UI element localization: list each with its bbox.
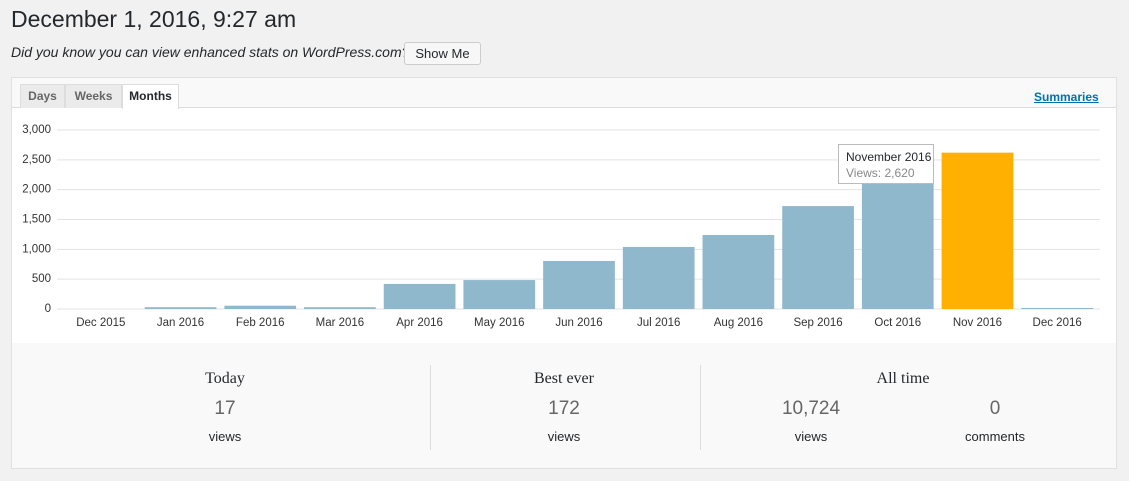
x-tick-label: Aug 2016 [714,317,763,329]
bar [622,246,695,309]
y-tick-label: 0 [45,303,51,315]
tab[interactable]: Weeks [65,84,122,108]
bar [543,260,615,309]
stat-label: Today [205,370,245,387]
stat-value: 0 [989,398,1001,419]
divider [700,365,701,450]
stat-value: 10,724 [781,398,841,419]
y-tick-label: 1,000 [22,243,51,255]
x-tick-label: Apr 2016 [396,317,443,329]
notice-text: Did you know you can view enhanced stats… [11,44,410,60]
bar [383,283,456,309]
stat-value: 172 [548,398,580,419]
x-tick-label: Dec 2016 [1033,317,1082,329]
y-tick-label: 3,000 [22,124,51,136]
x-tick-label: Jul 2016 [637,317,680,329]
bar [224,305,297,309]
tab-active[interactable]: Months [122,84,179,109]
x-tick-label: Sep 2016 [793,317,842,329]
x-tick-label: Oct 2016 [874,317,921,329]
stat-label: All time [876,370,930,387]
x-tick-label: Mar 2016 [316,317,365,329]
summaries-link[interactable]: Summaries [1034,90,1099,104]
stat-unit: views [208,429,242,444]
chart: 0 500 1,000 1,500 2,000 2,500 3,000 Dec 2015 Jan… [22,124,1100,329]
x-tick-label: Nov 2016 [953,317,1002,329]
bar [463,280,536,309]
tab[interactable]: Days [20,84,65,108]
tooltip-title: November 2016 [846,150,932,164]
stat-unit: views [794,429,828,444]
divider [430,365,431,450]
x-tick-label: May 2016 [474,317,525,329]
y-tick-label: 500 [32,273,51,285]
bar [861,180,934,309]
bar [941,152,1014,309]
stat-label: Best ever [534,370,594,387]
y-tick-label: 1,500 [22,214,51,226]
bar [702,235,775,309]
tooltip-text: Views: 2,620 [846,166,915,180]
stat-value: 17 [214,398,236,419]
bar [782,206,854,309]
y-tick-label: 2,000 [22,184,51,196]
y-tick-label: 2,500 [22,154,51,166]
bar [144,307,217,309]
x-tick-label: Dec 2015 [76,317,125,329]
page-title: December 1, 2016, 9:27 am [11,6,297,32]
stat-unit: comments [965,429,1025,444]
stat-unit: views [547,429,581,444]
x-tick-label: Jan 2016 [157,317,204,329]
tooltip: November 2016 Views: 2,620 [838,144,934,184]
bar [304,307,376,309]
show-me-button[interactable]: Show Me [404,42,481,65]
x-tick-label: Jun 2016 [555,317,602,329]
x-tick-label: Feb 2016 [236,317,285,329]
bar [1021,307,1094,309]
